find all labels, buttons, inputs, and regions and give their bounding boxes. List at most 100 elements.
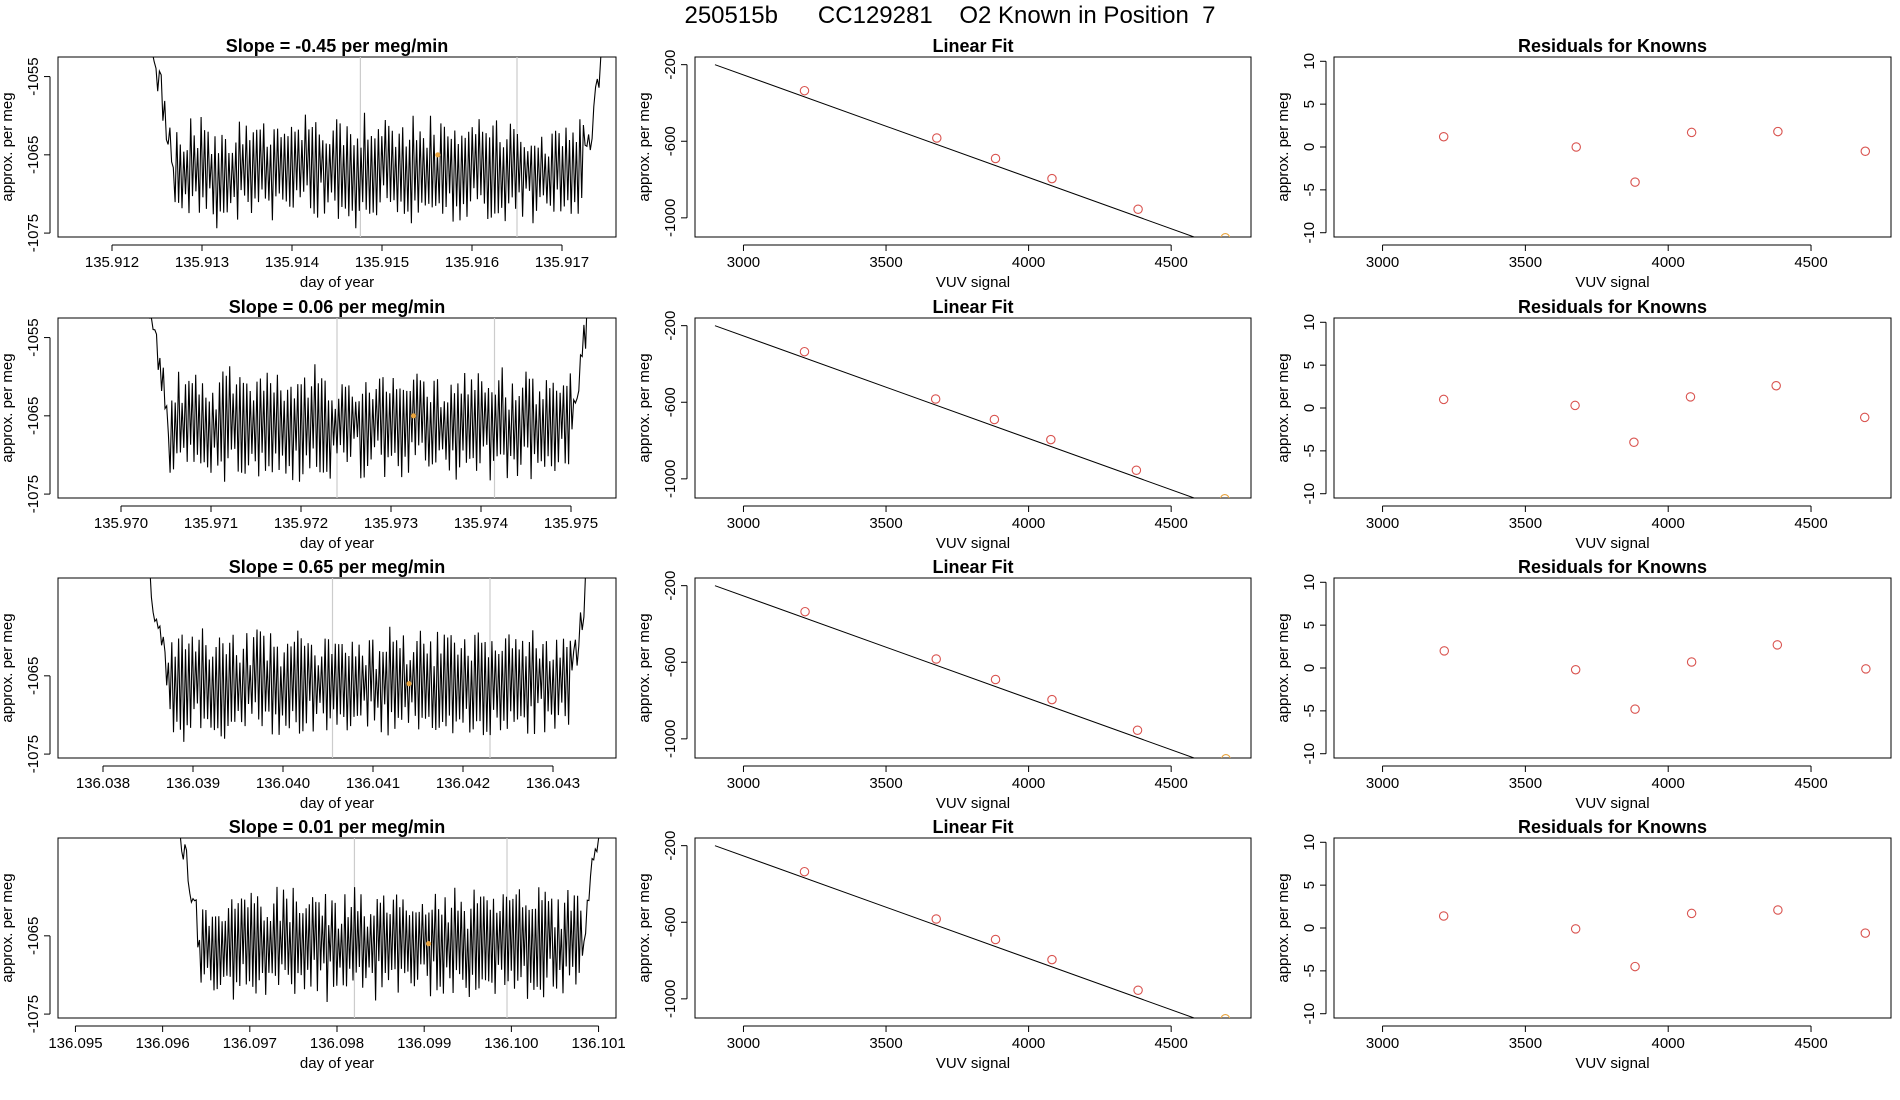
x-tick-label: 3500 [869,254,902,271]
y-tick-label: -10 [1301,1003,1318,1025]
x-tick-label: 3500 [869,1035,902,1052]
x-tick-label: 4500 [1794,775,1827,792]
plot-frame [1333,56,1892,238]
y-tick-label: -10 [1301,222,1318,244]
y-axis-label: approx. per meg [636,353,653,462]
y-tick-label: -200 [662,831,679,861]
y-tick-label: -1065 [25,397,42,435]
plot-title: Linear Fit [932,297,1013,317]
x-tick-label: 135.917 [535,254,589,271]
y-tick-label: -1075 [25,475,42,513]
plot-area [714,585,1231,758]
plot-title: Slope = 0.65 per meg/min [229,557,446,577]
plot-title: Linear Fit [932,36,1013,56]
y-axis-label: approx. per meg [1275,613,1292,722]
y-tick-label: -1055 [25,57,42,95]
plot-frame [694,577,1252,759]
y-axis-label: approx. per meg [636,92,653,201]
x-tick-label: 4500 [1154,254,1187,271]
x-tick-label: 135.975 [544,515,598,532]
data-point [1630,961,1640,972]
data-point [990,153,1001,164]
y-tick-label: -200 [662,311,679,341]
x-tick-label: 135.973 [364,515,418,532]
y-tick-label: -1065 [25,657,42,695]
data-point [1439,646,1450,656]
panel-0-0: Slope = -0.45 per meg/min 135.912 135.913 1… [0,36,617,291]
x-tick-label: 136.043 [526,775,580,792]
data-point [1047,694,1057,705]
plot-area [714,845,1231,1018]
plot-title: Residuals for Knowns [1518,557,1707,577]
highlight-point [1221,754,1231,758]
x-tick-label: 3500 [1509,515,1542,532]
x-tick-label: 3000 [1366,1035,1399,1052]
plot-area [1438,905,1871,972]
data-point [1438,911,1449,921]
plot-area [1438,380,1870,448]
panel-3-1: Linear Fit 3000 3500 4000 4500 VUV signal -100… [636,817,1252,1072]
y-axis-label: approx. per meg [636,873,653,982]
x-axis-label: VUV signal [936,795,1010,812]
data-point [1570,924,1581,934]
x-tick-label: 3500 [1509,254,1542,271]
x-tick-label: 136.041 [346,775,400,792]
y-tick-label: 5 [1301,100,1318,108]
panel-1-2: Residuals for Knowns 3000 3500 4000 4500 VUV … [1275,297,1892,552]
x-tick-label: 4500 [1794,254,1827,271]
x-tick-label: 4500 [1794,515,1827,532]
y-tick-label: 10 [1301,574,1318,591]
y-tick-label: -600 [662,126,679,156]
x-tick-label: 3000 [1366,775,1399,792]
data-point [989,414,1000,425]
x-tick-label: 4500 [1154,1035,1187,1052]
data-point [1860,928,1871,938]
plot-area [1439,640,1871,714]
x-tick-label: 4500 [1154,775,1187,792]
data-point [1438,131,1449,142]
panel-3-0: Slope = 0.01 per meg/min 136.095 136.096 13… [0,817,626,1072]
x-tick-label: 3000 [1366,515,1399,532]
x-tick-label: 136.098 [310,1035,364,1052]
plot-frame [694,56,1252,238]
y-axis-label: approx. per meg [0,92,16,201]
plot-frame [57,577,617,759]
data-point [1686,908,1697,919]
x-tick-label: 4000 [1012,1035,1045,1052]
data-point [1772,640,1783,650]
panel-1-1: Linear Fit 3000 3500 4000 4500 VUV signal -100… [636,297,1252,552]
x-tick-label: 3000 [727,254,760,271]
plot-frame [1333,317,1892,499]
x-tick-label: 3000 [727,1035,760,1052]
x-tick-label: 3000 [1366,254,1399,271]
panel-0-1: Linear Fit 3000 3500 4000 4500 VUV signal -100… [636,36,1252,291]
plot-title: Linear Fit [932,557,1013,577]
x-tick-label: 3500 [869,775,902,792]
y-tick-label: 10 [1301,314,1318,331]
plot-frame [1333,837,1892,1019]
data-point [1630,177,1640,187]
data-point [1570,400,1580,411]
plot-title: Linear Fit [932,817,1013,837]
x-axis-label: VUV signal [1575,535,1649,552]
x-axis-label: VUV signal [936,535,1010,552]
x-axis-label: VUV signal [936,1055,1010,1072]
x-tick-label: 135.971 [184,515,238,532]
data-point [799,85,810,96]
x-tick-label: 136.097 [223,1035,277,1052]
plot-frame [57,837,617,1019]
data-point [1859,412,1870,423]
x-axis-label: VUV signal [1575,1055,1649,1072]
highlight-point [1220,494,1230,498]
x-tick-label: 136.095 [48,1035,102,1052]
panel-1-0: Slope = 0.06 per meg/min 135.970 135.971 13… [0,297,617,552]
x-tick-label: 3500 [1509,1035,1542,1052]
x-tick-label: 3000 [727,515,760,532]
data-point [1046,434,1056,445]
y-tick-label: 5 [1301,621,1318,629]
plot-area [152,57,602,237]
highlight-point [425,941,432,947]
x-tick-label: 4000 [1652,254,1685,271]
time-series-trace [179,838,600,1003]
x-axis-label: day of year [300,274,374,291]
